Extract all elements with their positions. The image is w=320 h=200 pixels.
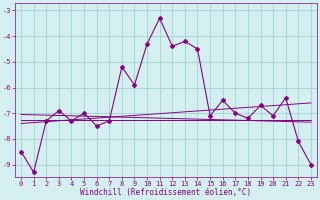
X-axis label: Windchill (Refroidissement éolien,°C): Windchill (Refroidissement éolien,°C) (80, 188, 252, 197)
